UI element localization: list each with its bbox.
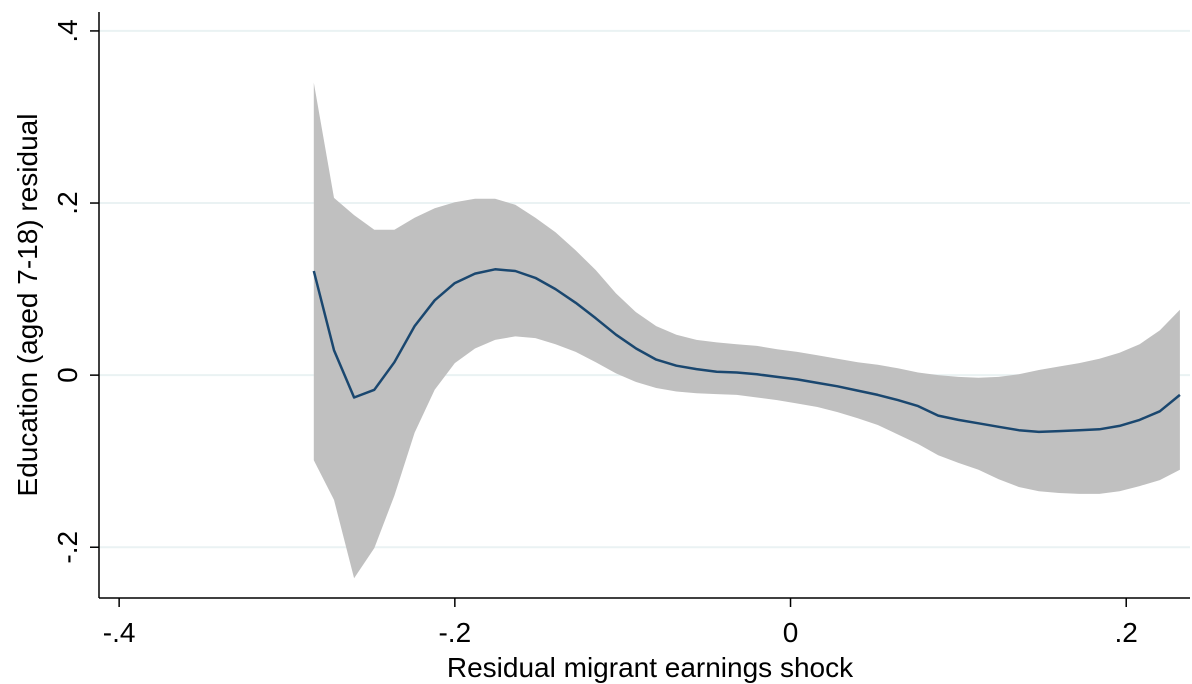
y-tick-label: -.2 <box>52 531 83 564</box>
y-tick-label: 0 <box>52 367 83 383</box>
y-tick-label: .4 <box>52 19 83 42</box>
x-tick-label: 0 <box>783 617 799 648</box>
fitted-line <box>312 268 1181 434</box>
x-tick-label: .2 <box>1115 617 1138 648</box>
confidence-band <box>313 82 1180 579</box>
x-axis-title: Residual migrant earnings shock <box>447 652 854 683</box>
y-tick-label: .2 <box>52 191 83 214</box>
x-tick-label: -.4 <box>103 617 136 648</box>
y-axis-title: Education (aged 7-18) residual <box>12 114 43 497</box>
x-tick-label: -.2 <box>438 617 471 648</box>
